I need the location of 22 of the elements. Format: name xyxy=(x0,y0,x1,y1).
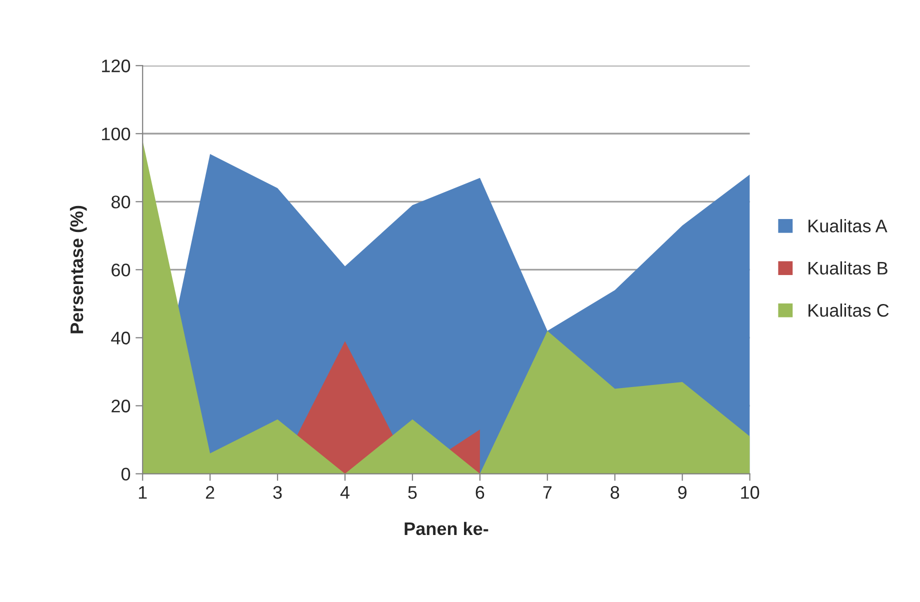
y-axis-title: Persentase (%) xyxy=(70,206,87,334)
x-tick-label: 10 xyxy=(741,486,760,499)
legend-label: Kualitas C xyxy=(808,304,889,317)
y-tick-label: 80 xyxy=(112,196,130,208)
x-tick-label: 2 xyxy=(206,486,214,499)
x-tick-label: 9 xyxy=(678,486,686,499)
x-axis-title: Panen ke- xyxy=(404,522,488,536)
x-tick-label: 7 xyxy=(543,486,552,499)
x-tick-label: 5 xyxy=(408,486,417,499)
y-tick-label: 60 xyxy=(112,264,130,276)
y-tick-label: 100 xyxy=(102,128,130,140)
y-tick-label: 20 xyxy=(112,400,130,412)
x-tick-label: 6 xyxy=(476,486,484,499)
x-tick-label: 4 xyxy=(340,486,350,499)
y-tick-label: 40 xyxy=(111,332,130,344)
x-tick-label: 3 xyxy=(273,486,282,499)
y-tick-label: 0 xyxy=(121,468,130,480)
y-tick-label: 120 xyxy=(102,60,130,72)
legend-label: Kualitas B xyxy=(808,261,888,275)
legend-label: Kualitas A xyxy=(808,219,888,232)
x-tick-label: 1 xyxy=(138,486,147,499)
x-tick-label: 8 xyxy=(610,486,620,499)
